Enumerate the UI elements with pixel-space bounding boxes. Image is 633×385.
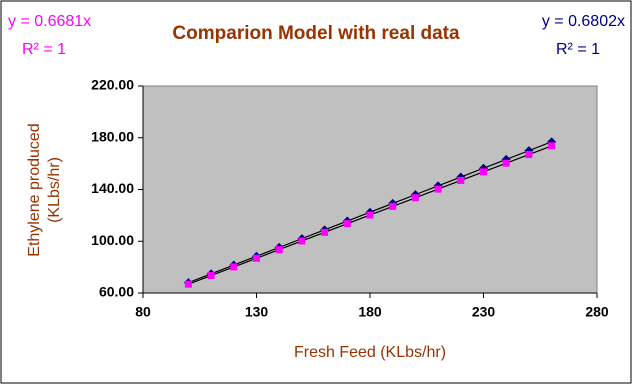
marker [207,272,215,280]
marker [230,263,238,271]
x-tick-label: 180 [358,304,382,320]
marker [343,220,351,228]
x-tick-label: 230 [472,304,496,320]
marker [275,246,283,254]
annotation: R² = 1 [22,41,66,58]
y-tick-label: 180.00 [91,128,134,144]
annotation: R² = 1 [556,41,600,58]
marker [366,211,374,219]
y-axis-title: Ethylene produced (KLbs/hr) [26,123,63,256]
x-tick-label: 130 [245,304,269,320]
y-tick-label: 60.00 [99,284,134,300]
marker [389,202,397,210]
marker [321,228,329,236]
marker [502,159,510,167]
annotation: y = 0.6681x [8,13,91,30]
marker [525,151,533,159]
x-tick-label: 80 [135,304,151,320]
y-tick-label: 220.00 [91,77,134,93]
marker [434,185,442,193]
marker [411,194,419,202]
y-tick-label: 100.00 [91,232,134,248]
marker [457,176,465,184]
y-axis-title-line: Ethylene produced [26,123,43,256]
x-tick-label: 280 [585,304,609,320]
chart-title: Comparion Model with real data [172,23,460,44]
plot-area [142,85,598,294]
x-axis-title: Fresh Feed (KLbs/hr) [294,344,446,361]
y-axis-title-line: (KLbs/hr) [46,157,63,223]
marker [480,168,487,176]
annotation: y = 0.6802x [542,13,625,30]
marker [184,280,192,288]
marker [548,142,556,150]
y-tick-label: 140.00 [91,180,134,196]
marker [253,254,260,262]
marker [298,237,306,245]
